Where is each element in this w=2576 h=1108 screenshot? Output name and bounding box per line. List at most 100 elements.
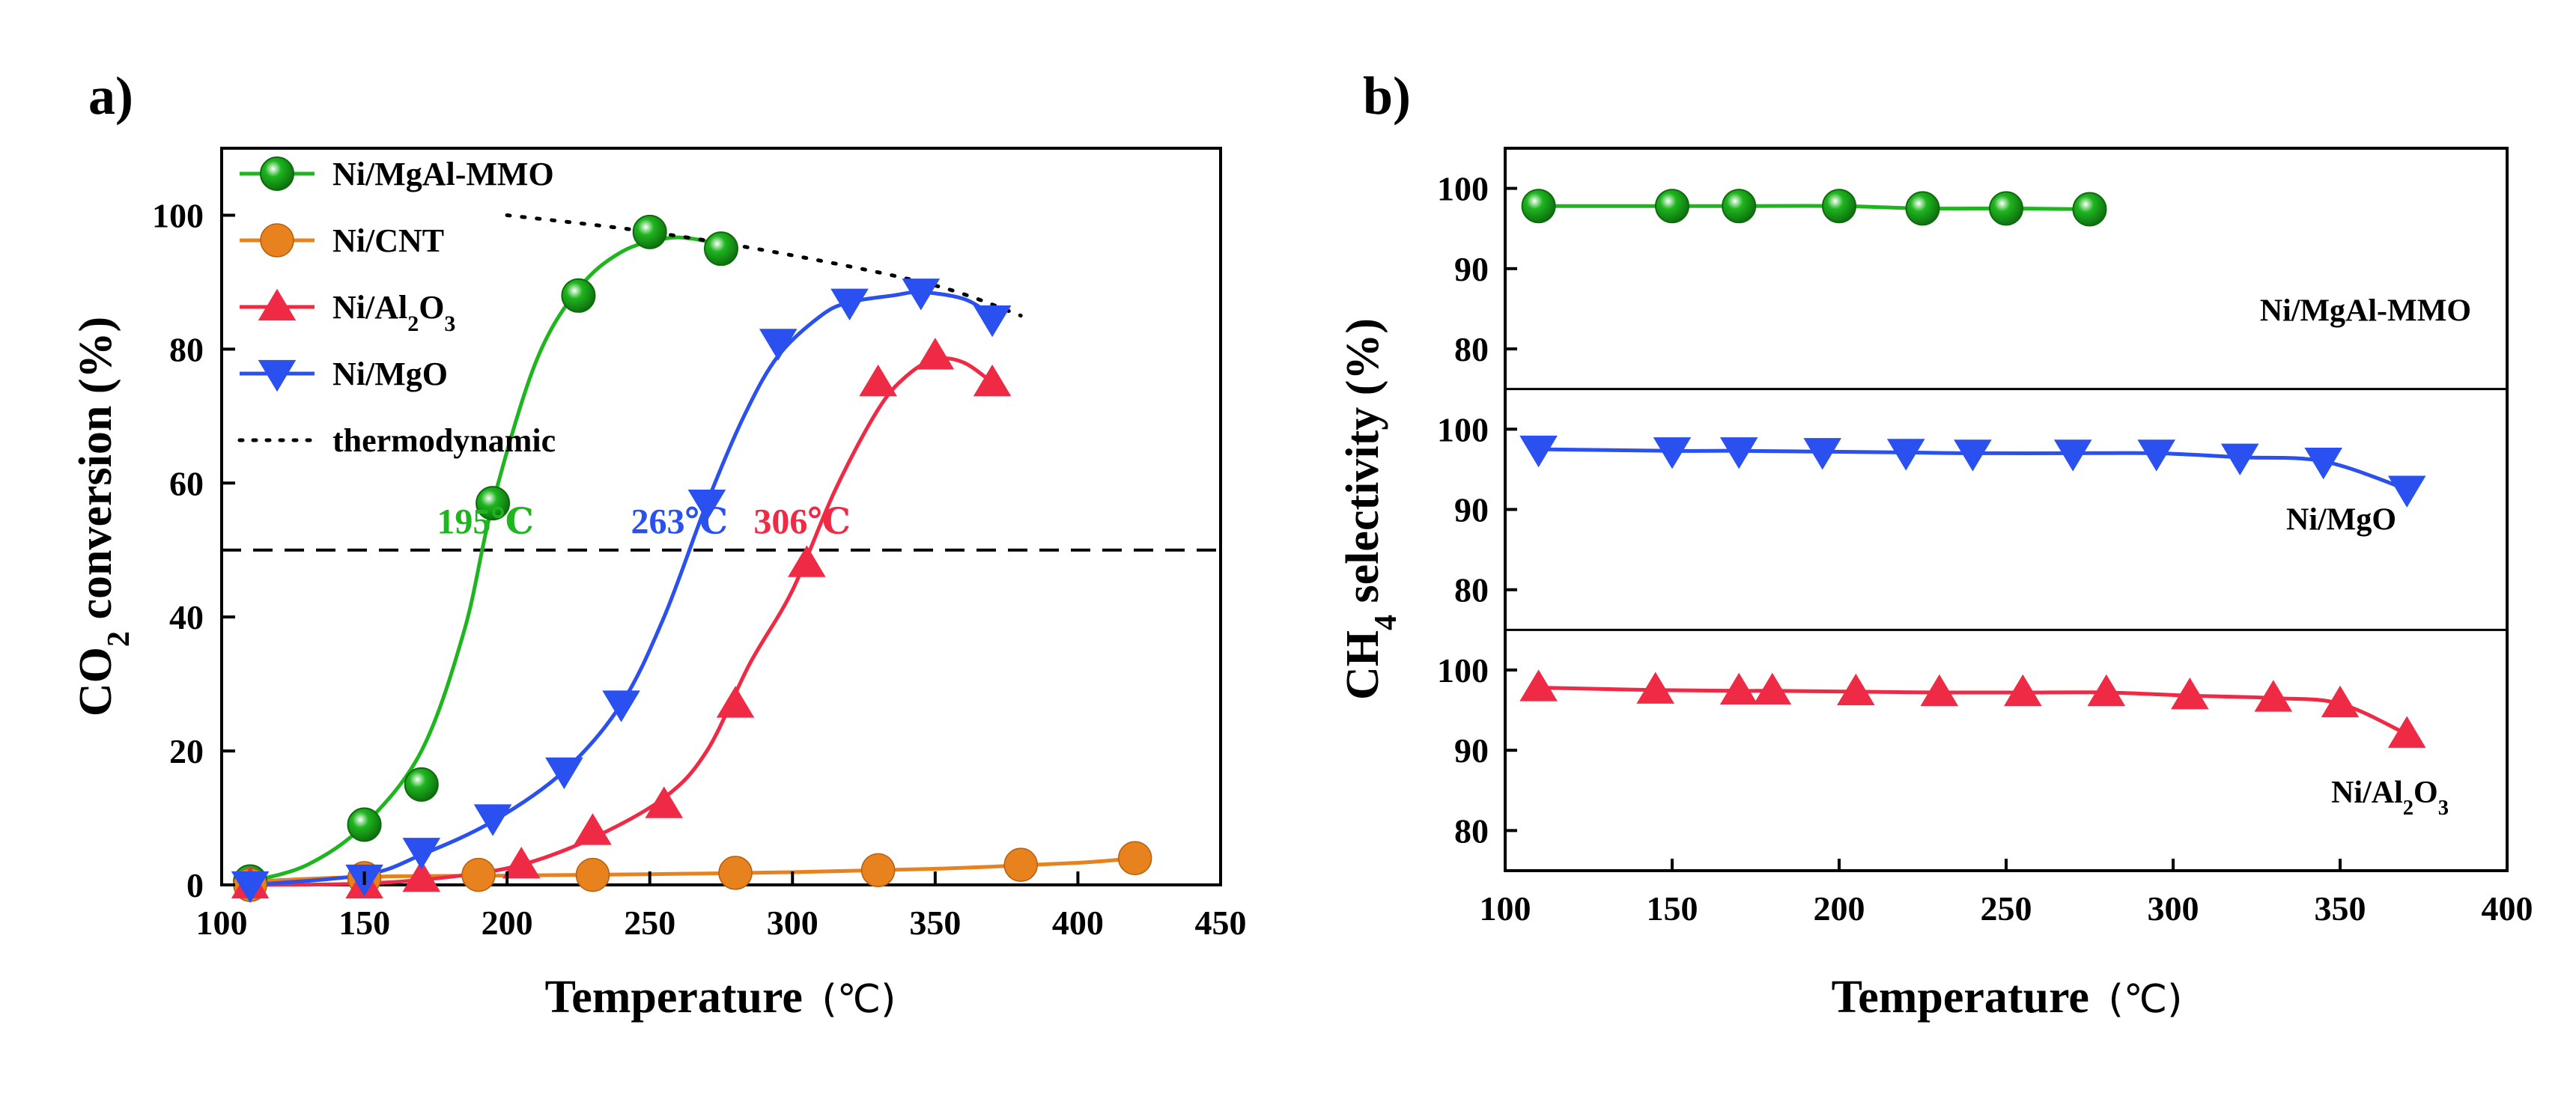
ni-mgal-mmo-selectivity-point [1905, 191, 1940, 226]
ni-mgal-mmo-point [476, 486, 511, 521]
thermodynamic-curve [505, 213, 1023, 318]
selectivity-y-tick-label: 90 [1454, 491, 1489, 529]
legend-marker-ni-mgal-mmo [260, 156, 294, 191]
legend-label-part: Ni/MgO [332, 356, 448, 392]
selectivity-y-tick-label: 90 [1454, 250, 1489, 288]
conversion-x-tick-label: 150 [338, 904, 390, 942]
ni-al2o3-point [916, 338, 955, 370]
selectivity-x-title-unit: (℃) [2108, 977, 2182, 1022]
ni-mgal-mmo-point [561, 278, 596, 313]
ni-mgal-mmo-point [347, 807, 382, 842]
ni-mgo-selectivity-point [1653, 437, 1692, 469]
subplot-label-part: Ni/MgAl-MMO [2260, 294, 2471, 329]
conversion-chart: 100 150 200 250 300 350 400 450 0 20 40 60 80 100 195… [70, 147, 1247, 1023]
ni-cnt-point [1003, 847, 1038, 882]
selectivity-y-axis-title: CH4 selectivity (%) [1337, 318, 1403, 700]
conversion-x-tick-label: 250 [624, 904, 675, 942]
legend-label-part: Ni/CNT [332, 222, 444, 259]
ni-mgo-selectivity-point [2387, 475, 2426, 508]
legend-marker-ni-al2o3 [258, 288, 297, 321]
onset-temperature-label-red: 306℃ [753, 502, 851, 541]
selectivity-chart: 100 150 200 250 300 350 400 80 90 100 80 90 100 80 90 1… [1337, 147, 2533, 1023]
conversion-x-axis-title: Temperature (℃) [545, 972, 896, 1023]
legend-label-part: O [419, 289, 444, 326]
selectivity-x-tick-label: 350 [2315, 889, 2366, 928]
legend-label-part: thermodynamic [332, 422, 556, 459]
subplot-label-part: O [2414, 776, 2438, 810]
ni-mgo-point [687, 489, 726, 522]
legend-label-ni-mgo: Ni/MgO [332, 356, 448, 392]
conversion-y-tick-label: 100 [152, 196, 204, 234]
selectivity-y-title-part: selectivity (%) [1337, 318, 1388, 615]
legend-label-part: 3 [444, 311, 455, 336]
ni-al2o3-point [859, 364, 897, 397]
ni-mgo-point [830, 288, 869, 320]
ni-mgal-mmo-point [704, 231, 738, 267]
ni-al2o3-selectivity-point [1837, 673, 1875, 706]
subplot-label-part: 3 [2438, 796, 2449, 819]
conversion-y-tick-label: 0 [186, 866, 204, 904]
ni-mgo-point [545, 757, 583, 790]
ni-mgo-point [602, 690, 640, 722]
legend-marker-ni-cnt [260, 223, 294, 258]
selectivity-x-tick-label: 100 [1480, 889, 1531, 928]
ni-al2o3-selectivity-point [2254, 680, 2293, 712]
conversion-x-tick-label: 350 [909, 904, 961, 942]
legend-label-thermodynamic: thermodynamic [332, 422, 556, 459]
conversion-x-title-main: Temperature [545, 972, 803, 1023]
ni-al2o3-point [716, 686, 755, 718]
ni-al2o3-point [973, 364, 1012, 397]
ni-mgal-mmo-curve [249, 235, 722, 883]
conversion-y-title-part: CO [70, 647, 121, 716]
conversion-y-tick-label: 60 [169, 464, 204, 502]
subplot-label-part: Ni/Al [2331, 776, 2403, 810]
legend-label-part: Ni/MgAl-MMO [332, 156, 554, 192]
ni-mgal-mmo-selectivity-point [1722, 189, 1757, 224]
onset-temperature-label-green: 195℃ [437, 502, 534, 541]
conversion-y-axis-title: CO2 conversion (%) [70, 317, 136, 716]
legend-label-ni-al2o3: Ni/Al2O3 [332, 289, 455, 336]
ni-mgo-point [231, 871, 270, 904]
ni-mgo-point [473, 804, 512, 836]
selectivity-x-title-main: Temperature [1832, 972, 2089, 1023]
selectivity-y-tick-label: 80 [1454, 812, 1489, 850]
ni-mgo-selectivity-point [2137, 439, 2175, 472]
conversion-legend: Ni/MgAl-MMO Ni/CNT Ni/Al2O3 Ni/MgO thermodyn… [237, 156, 556, 459]
ni-al2o3-selectivity-point [2171, 678, 2209, 710]
ni-mgal-mmo-subplot-label: Ni/MgAl-MMO [2260, 294, 2471, 329]
ni-al2o3-selectivity-point [1719, 672, 1758, 704]
ni-al2o3-subplot-label: Ni/Al2O3 [2331, 776, 2449, 820]
selectivity-x-tick-label: 300 [2148, 889, 2199, 928]
selectivity-x-tick-label: 150 [1647, 889, 1698, 928]
selectivity-x-tick-label: 200 [1814, 889, 1865, 928]
ni-mgo-point [759, 329, 798, 361]
ni-mgo-selectivity-point [1803, 438, 1841, 470]
legend-label-part: Ni/Al [332, 289, 407, 326]
conversion-y-tick-label: 40 [169, 598, 204, 636]
ni-mgal-mmo-selectivity-point [1822, 189, 1856, 224]
subplot-label-part: Ni/MgO [2286, 502, 2396, 537]
ni-al2o3-point [402, 859, 441, 892]
conversion-x-tick-label: 300 [767, 904, 818, 942]
ni-al2o3-selectivity-point [1920, 674, 1959, 707]
legend-label-ni-cnt: Ni/CNT [332, 222, 444, 259]
conversion-x-tick-label: 400 [1052, 904, 1104, 942]
ni-mgo-point [902, 278, 941, 311]
selectivity-x-tick-label: 250 [1981, 889, 2032, 928]
ni-mgo-point [973, 305, 1012, 338]
ni-al2o3-selectivity-point [2004, 674, 2042, 707]
ni-mgal-mmo-selectivity-point [1521, 189, 1556, 224]
selectivity-y-title-part: CH [1337, 630, 1388, 700]
ni-al2o3-selectivity-point [1753, 672, 1792, 704]
ni-mgal-mmo-point [632, 214, 667, 249]
ni-al2o3-selectivity-point [2321, 685, 2360, 718]
ni-al2o3-point [788, 545, 826, 577]
ni-cnt-point [860, 853, 896, 888]
conversion-y-tick-label: 80 [169, 330, 204, 368]
onset-temperature-label-blue: 263℃ [631, 502, 729, 541]
ni-al2o3-selectivity-point [2087, 674, 2126, 707]
conversion-x-tick-label: 100 [196, 904, 248, 942]
conversion-y-title-part: conversion (%) [70, 317, 121, 631]
ni-mgal-mmo-selectivity-point [1989, 191, 2023, 226]
